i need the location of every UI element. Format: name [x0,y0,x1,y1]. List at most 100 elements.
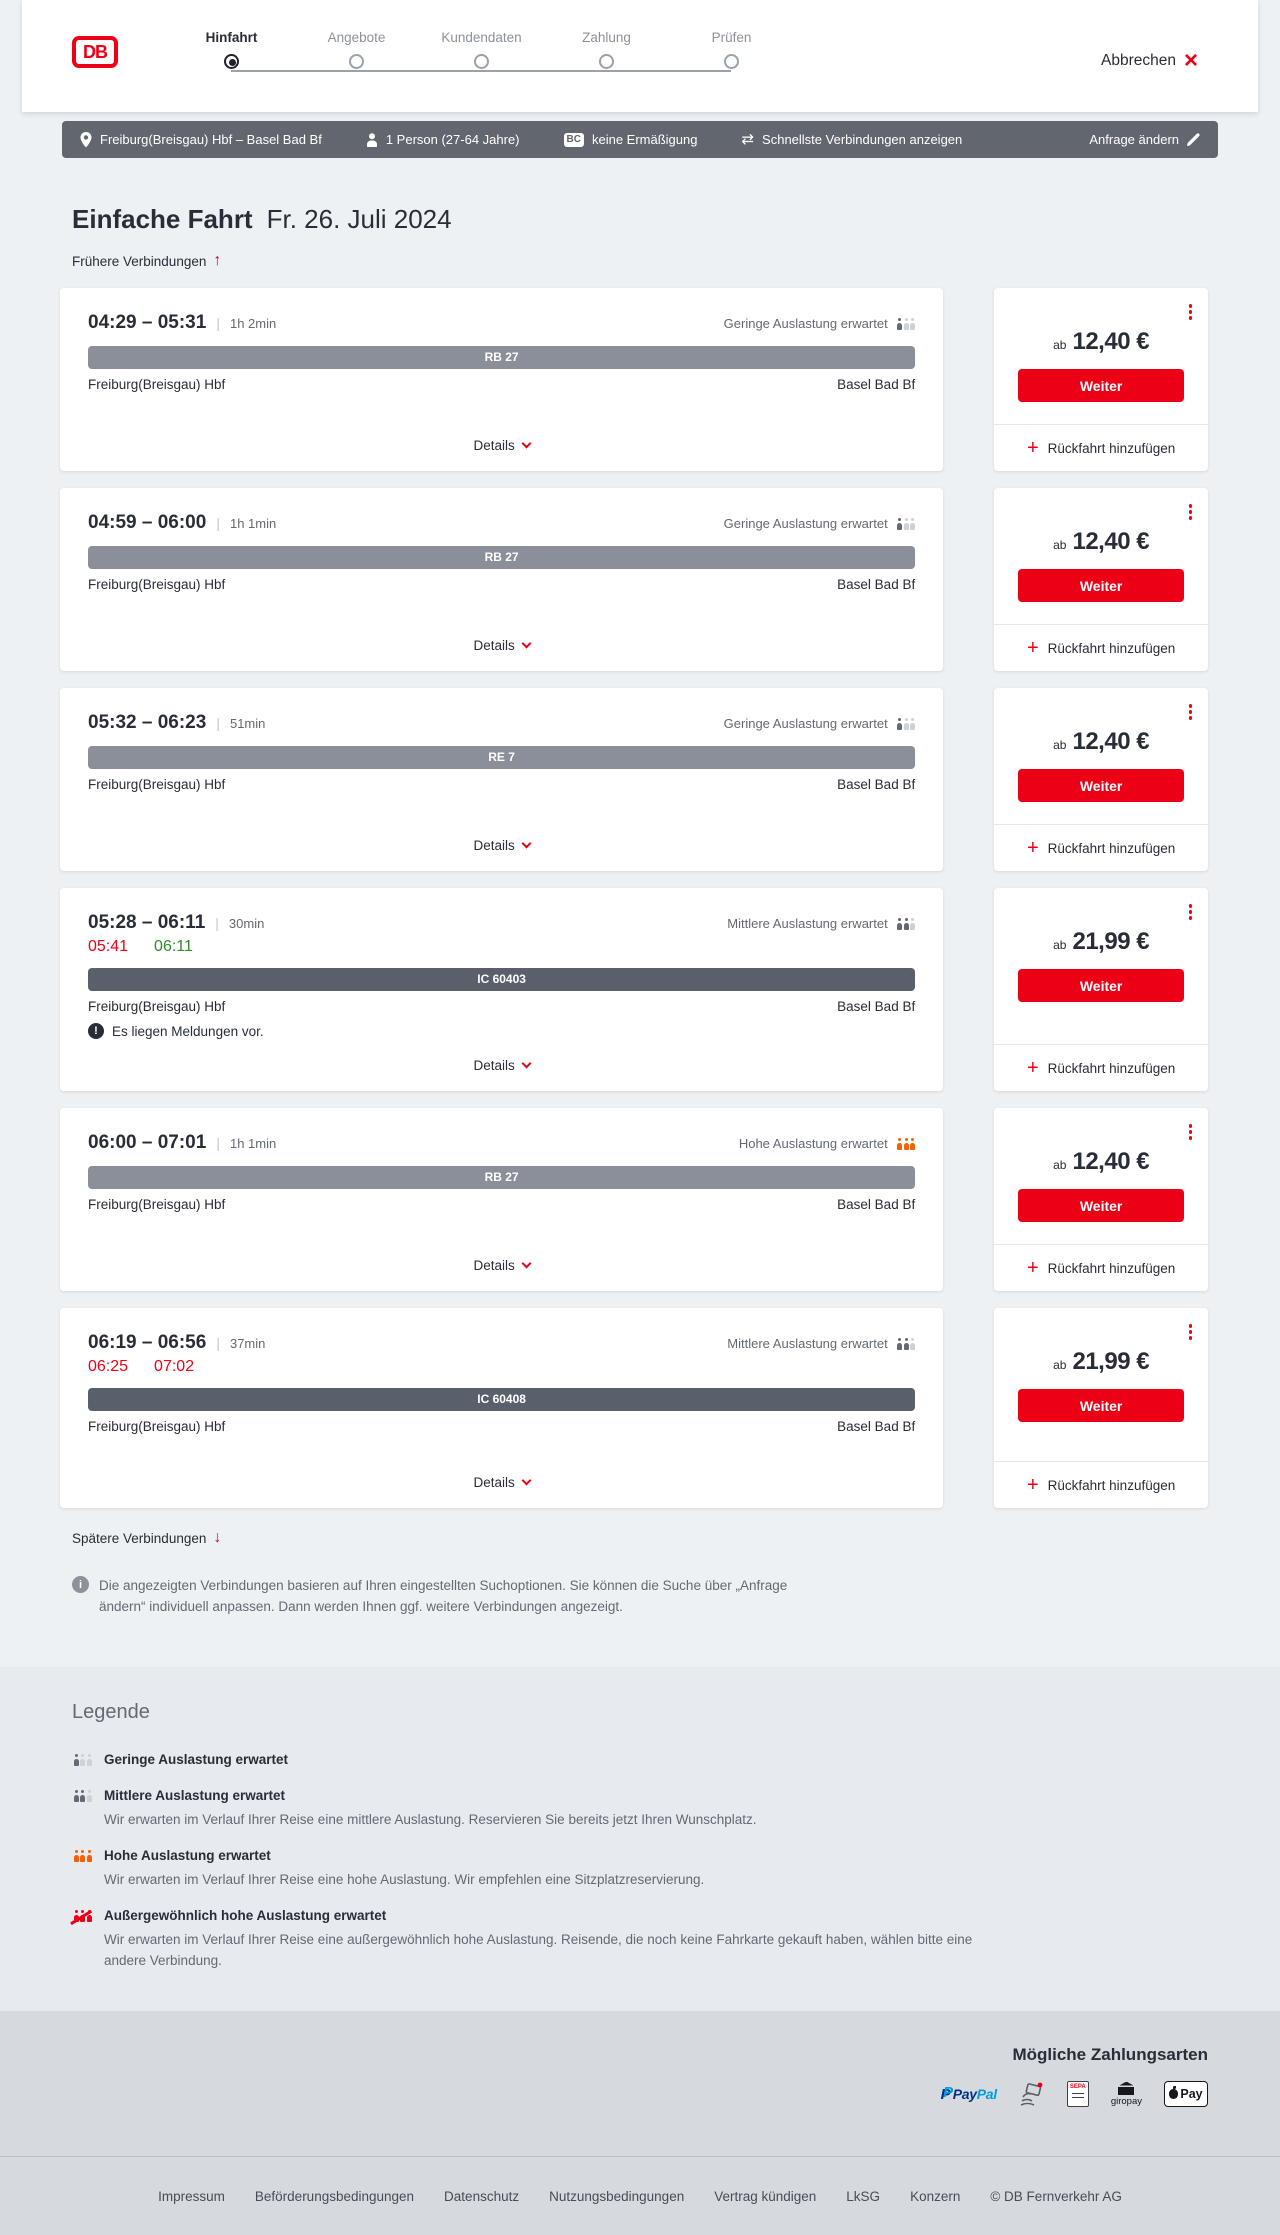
price-panel: ab 21,99 € Weiter + Rückfahrt hinzufügen [994,1308,1208,1508]
step-label: Prüfen [711,30,752,45]
options-menu-button[interactable] [1187,302,1195,322]
destination-station: Basel Bad Bf [837,1197,916,1212]
earlier-connections-label: Frühere Verbindungen [72,253,207,269]
legend-section: Legende Geringe Auslastung erwartet Mitt… [0,1667,1280,2011]
occupancy-medium-icon [72,1789,94,1802]
origin-station: Freiburg(Breisgau) Hbf [88,377,226,392]
plus-icon: + [1026,637,1039,659]
options-menu-button[interactable] [1187,902,1195,922]
sepa-label: SEPA [1069,2084,1086,2090]
add-return-button[interactable]: + Rückfahrt hinzufügen [994,1244,1208,1291]
payment-section: Mögliche Zahlungsarten P PayPal SEPA gir… [0,2011,1280,2156]
db-logo[interactable]: DB [72,36,118,68]
details-toggle[interactable]: Details [88,819,915,871]
footer-link-lksg[interactable]: LkSG [846,2188,881,2204]
step-angebote[interactable]: Angebote [294,30,419,69]
footer-link-nutzungsbedingungen[interactable]: Nutzungsbedingungen [549,2188,685,2204]
weiter-button[interactable]: Weiter [1018,569,1184,602]
origin-station: Freiburg(Breisgau) Hbf [88,1419,226,1434]
add-return-button[interactable]: + Rückfahrt hinzufügen [994,1461,1208,1508]
footer-link-vertrag-kuendigen[interactable]: Vertrag kündigen [714,2188,817,2204]
bahncard-icon: BC [563,132,584,147]
occupancy: Geringe Auslastung erwartet [724,316,916,331]
options-menu-button[interactable] [1187,502,1195,522]
destination-station: Basel Bad Bf [837,377,916,392]
weiter-button[interactable]: Weiter [1018,969,1184,1002]
price: ab 21,99 € [994,928,1208,956]
connection-header-row: 04:59 – 06:00 | 1h 1min Geringe Auslastu… [88,512,916,534]
train-segment-bar: IC 60408 [88,1388,916,1411]
step-hinfahrt[interactable]: Hinfahrt [169,30,294,69]
weiter-button[interactable]: Weiter [1018,1189,1184,1222]
footer-link-datenschutz[interactable]: Datenschutz [444,2188,520,2204]
cancel-button[interactable]: Abbrechen × [1101,47,1198,74]
details-toggle[interactable]: Details [88,419,915,471]
connection-header-row: 05:32 – 06:23 | 51min Geringe Auslastung… [88,712,916,734]
edit-search-button[interactable]: Anfrage ändern [1089,132,1200,147]
connection-card-main: 05:32 – 06:23 | 51min Geringe Auslastung… [60,688,944,871]
footer-link-befoerderungsbedingungen[interactable]: Beförderungsbedingungen [254,2188,415,2204]
summary-route: Freiburg(Breisgau) Hbf – Basel Bad Bf [80,131,322,148]
legend-title: Legende [72,1701,150,1723]
occupancy-low-icon [72,1753,94,1766]
occupancy-label: Geringe Auslastung erwartet [723,716,888,731]
legend-item-label: Außergewöhnlich hohe Auslastung erwartet [104,1908,387,1923]
connection-duration: 1h 1min [229,1136,277,1151]
edit-search-label: Anfrage ändern [1089,132,1179,147]
connection-card: 04:29 – 05:31 | 1h 2min Geringe Auslastu… [60,288,1208,471]
later-connections-link[interactable]: Spätere Verbindungen ↓ [72,1525,221,1551]
add-return-button[interactable]: + Rückfahrt hinzufügen [994,824,1208,871]
realtime-row: 06:25 07:02 [88,1358,915,1376]
price-prefix: ab [1053,938,1067,952]
legend-item-description: Wir erwarten im Verlauf Ihrer Reise eine… [104,1812,757,1827]
db-logo-text: DB [83,41,108,62]
person-icon [366,132,377,147]
details-toggle[interactable]: Details [88,1456,915,1508]
separator: | [216,315,220,331]
price-amount: 12,40 € [1072,328,1150,355]
footer-link-impressum[interactable]: Impressum [158,2188,225,2204]
step-pruefen[interactable]: Prüfen [669,30,794,69]
occupancy-label: Mittlere Auslastung erwartet [727,916,888,931]
stations-row: Freiburg(Breisgau) Hbf Basel Bad Bf [88,1419,915,1434]
add-return-button[interactable]: + Rückfahrt hinzufügen [994,1044,1208,1091]
separator: | [216,1335,220,1351]
connection-list: 04:29 – 05:31 | 1h 2min Geringe Auslastu… [60,288,1208,1508]
price-panel: ab 21,99 € Weiter + Rückfahrt hinzufügen [994,888,1208,1091]
details-toggle[interactable]: Details [88,1039,915,1091]
options-menu-button[interactable] [1187,1322,1195,1342]
messages-notice: ! Es liegen Meldungen vor. [88,1023,915,1039]
step-kundendaten[interactable]: Kundendaten [419,30,544,69]
search-info-text: Die angezeigten Verbindungen basieren au… [99,1578,788,1614]
price-panel: ab 12,40 € Weiter + Rückfahrt hinzufügen [994,288,1208,471]
chevron-down-icon [521,838,532,848]
weiter-button[interactable]: Weiter [1018,1389,1184,1422]
step-zahlung[interactable]: Zahlung [544,30,669,69]
legend-item-description: Wir erwarten im Verlauf Ihrer Reise eine… [104,1872,705,1887]
stations-row: Freiburg(Breisgau) Hbf Basel Bad Bf [88,377,915,392]
options-menu-button[interactable] [1187,1122,1195,1142]
price-amount: 21,99 € [1072,1348,1150,1375]
occupancy-icon [896,517,916,530]
connection-duration: 30min [228,916,265,931]
footer-link-konzern[interactable]: Konzern [910,2188,961,2204]
connection-header-row: 06:00 – 07:01 | 1h 1min Hohe Auslastung … [88,1132,916,1154]
price-amount: 12,40 € [1072,728,1150,755]
add-return-label: Rückfahrt hinzufügen [1047,1060,1176,1076]
options-menu-button[interactable] [1187,702,1195,722]
details-toggle[interactable]: Details [88,1239,915,1291]
details-label: Details [473,1257,515,1273]
weiter-button[interactable]: Weiter [1018,769,1184,802]
legend-item-high: Hohe Auslastung erwartet Wir erwarten im… [72,1846,1208,1890]
add-return-button[interactable]: + Rückfahrt hinzufügen [994,424,1208,471]
price-amount: 12,40 € [1072,1148,1150,1175]
close-icon: × [1183,47,1198,74]
connection-card: 06:00 – 07:01 | 1h 1min Hohe Auslastung … [60,1108,1208,1291]
add-return-button[interactable]: + Rückfahrt hinzufügen [994,624,1208,671]
details-label: Details [473,637,515,653]
weiter-button[interactable]: Weiter [1018,369,1184,402]
details-label: Details [473,837,515,853]
earlier-connections-link[interactable]: Frühere Verbindungen ↑ [72,248,221,274]
legend-item-medium: Mittlere Auslastung erwartet Wir erwarte… [72,1786,1208,1830]
details-toggle[interactable]: Details [88,619,915,671]
